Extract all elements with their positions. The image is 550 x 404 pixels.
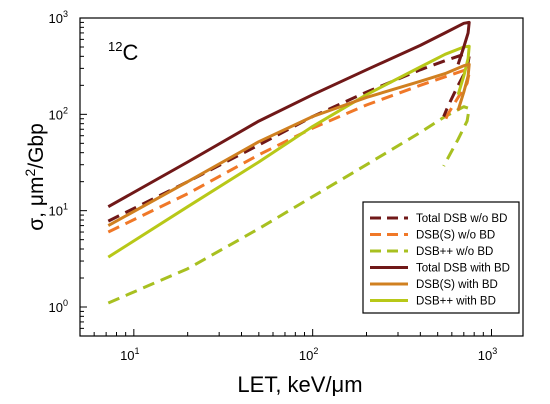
- y-tick-exp: 1: [63, 202, 68, 212]
- x-tick-base: 10: [299, 348, 313, 363]
- series-line-2: [107, 69, 471, 234]
- y-title-sup: 2: [22, 169, 38, 177]
- legend-label-4: Total DSB with BD: [416, 263, 510, 275]
- series-layer: [107, 20, 471, 305]
- y-tick-label: 102: [49, 105, 68, 122]
- x-tick-label: 103: [478, 346, 497, 363]
- y-tick-base: 10: [49, 11, 63, 26]
- legend-label-1: Total DSB w/o BD: [416, 213, 507, 225]
- series-line-6: [107, 44, 471, 259]
- x-tick-base: 10: [120, 348, 134, 363]
- y-tick-exp: 2: [63, 105, 68, 115]
- series-line-5: [107, 62, 471, 227]
- x-tick-exp: 1: [135, 346, 140, 356]
- y-tick-label: 103: [49, 9, 68, 26]
- legend-label-3: DSB++ w/o BD: [416, 246, 493, 258]
- legend-box: [362, 201, 520, 314]
- y-title-unit: /Gbp: [25, 123, 48, 169]
- annotation-symbol: C: [122, 40, 138, 65]
- legend-label-2: DSB(S) w/o BD: [416, 230, 495, 242]
- annotation-mass: 12: [108, 39, 122, 54]
- legend-items: Total DSB w/o BD DSB(S) w/o BD DSB++ w/o B…: [370, 213, 510, 308]
- y-tick-label: 101: [49, 202, 68, 219]
- x-tick-label: 101: [120, 346, 139, 363]
- y-tick-base: 10: [49, 204, 63, 219]
- element-annotation: 12C: [108, 39, 138, 65]
- x-tick-exp: 2: [313, 346, 318, 356]
- legend-label-6: DSB++ with BD: [416, 296, 496, 308]
- series-line-4: [107, 20, 471, 209]
- x-tick-base: 10: [478, 348, 492, 363]
- legend: Total DSB w/o BD DSB(S) w/o BD DSB++ w/o B…: [362, 201, 520, 314]
- x-tick-label: 102: [299, 346, 318, 363]
- y-axis-title: σ, μm2/Gbp: [22, 123, 48, 231]
- y-tick-base: 10: [49, 107, 63, 122]
- x-tick-exp: 3: [492, 346, 497, 356]
- y-tick-exp: 0: [63, 298, 68, 308]
- y-tick-exp: 3: [63, 9, 68, 19]
- legend-label-5: DSB(S) with BD: [416, 279, 498, 291]
- x-axis-title: LET, keV/μm: [237, 372, 362, 397]
- plot-frame: [79, 17, 524, 337]
- y-title-main: σ, μm: [25, 177, 48, 231]
- x-axis: 101 102 103: [79, 329, 497, 363]
- y-tick-base: 10: [49, 300, 63, 315]
- y-tick-label: 100: [49, 298, 68, 315]
